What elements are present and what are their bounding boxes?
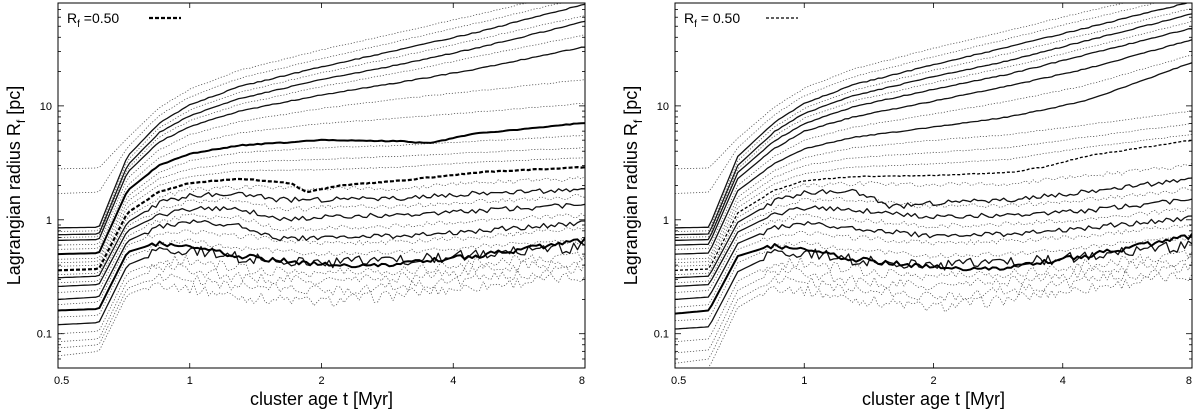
series-line [675, 261, 1192, 364]
series-line [58, 103, 585, 250]
series-line [675, 215, 1192, 301]
series-line [675, 39, 1192, 246]
series-line [58, 219, 585, 301]
series-line [706, 272, 1192, 368]
series-line [675, 198, 1192, 288]
plot-frame [674, 2, 1193, 369]
series-line [58, 135, 585, 260]
series-line [58, 237, 585, 312]
legend: Rf =0.50 [67, 10, 181, 30]
x-tick-label: 8 [579, 375, 585, 387]
series-line [675, 207, 1192, 293]
series-line [58, 3, 528, 170]
series-line [58, 15, 585, 232]
x-axis-label: cluster age t [Myr] [250, 389, 393, 409]
series-line [58, 79, 585, 246]
series-line [58, 272, 585, 357]
series-line [58, 147, 585, 264]
y-tick-label: 10 [40, 101, 52, 113]
series-line [675, 133, 1192, 267]
series-line [58, 203, 585, 288]
series-line [58, 3, 564, 194]
series-line [58, 3, 585, 229]
x-tick-label: 4 [1060, 375, 1066, 387]
series-line [675, 54, 1192, 250]
series-line [58, 46, 585, 241]
series-line [58, 227, 585, 305]
series-line [675, 177, 1192, 279]
y-tick-label: 1 [663, 215, 669, 227]
x-tick-label: 0.5 [671, 375, 686, 387]
series-line [675, 233, 1192, 315]
series-line [675, 235, 1192, 322]
series-line [675, 111, 1192, 260]
x-tick-label: 8 [1186, 375, 1192, 387]
series-line [58, 20, 585, 236]
series-line [675, 3, 1125, 170]
series-line [675, 3, 1190, 229]
series-line [58, 122, 585, 256]
panel-left: 0.1 1 10 0.5 1 2 4 8 cluster age t [Myr] Lagrangi… [4, 2, 586, 409]
series-line [675, 224, 1192, 308]
series-line [58, 262, 585, 349]
series-line [58, 188, 585, 279]
series-line [675, 139, 1192, 271]
series-line [58, 34, 585, 238]
series-line [58, 213, 585, 293]
series-line [675, 62, 1192, 255]
series-line [675, 162, 1192, 275]
y-tick-label: 0.1 [654, 329, 669, 341]
series-line [675, 20, 1192, 238]
series-line [58, 242, 585, 326]
series-line [58, 166, 585, 272]
curves [58, 3, 585, 357]
x-tick-label: 4 [450, 375, 456, 387]
series-line [675, 255, 1192, 354]
y-axis-label: Lagrangian radius Rf [pc] [4, 86, 28, 285]
series-line [675, 7, 1192, 232]
y-axis-label: Lagrangian radius Rf [pc] [621, 86, 645, 285]
series-line [58, 238, 585, 318]
y-tick-label: 0.1 [37, 329, 52, 341]
series-line [58, 257, 585, 343]
x-tick-label: 1 [187, 375, 193, 387]
legend: Rf = 0.50 [684, 10, 798, 30]
series-line [675, 3, 1157, 194]
panel-right: 0.1 1 10 0.5 1 2 4 8 cluster age t [Myr] Lagrangi… [621, 2, 1193, 409]
y-tick-label: 1 [46, 215, 52, 227]
plot-frame [57, 2, 586, 369]
series-line [675, 28, 1192, 241]
series-line [675, 122, 1192, 264]
x-tick-label: 2 [930, 375, 936, 387]
legend-label: Rf = 0.50 [684, 10, 740, 30]
x-tick-label: 2 [318, 375, 324, 387]
y-tick-label: 10 [657, 101, 669, 113]
series-line [675, 240, 1192, 330]
legend-label: Rf =0.50 [67, 10, 119, 30]
curves [675, 3, 1192, 368]
series-line [675, 13, 1192, 236]
x-tick-label: 0.5 [54, 375, 69, 387]
series-line [58, 194, 585, 284]
series-line [675, 187, 1192, 284]
x-axis-label: cluster age t [Myr] [862, 389, 1005, 409]
x-tick-label: 1 [801, 375, 807, 387]
